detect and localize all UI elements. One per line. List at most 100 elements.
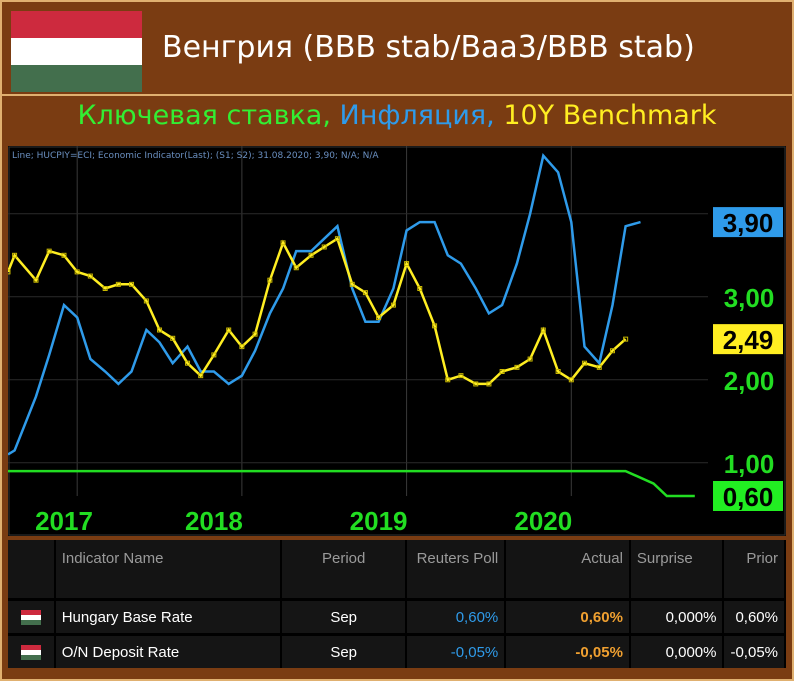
data-point bbox=[198, 373, 204, 379]
subtitle-10y: 10Y Benchmark bbox=[503, 100, 717, 131]
data-point bbox=[185, 360, 191, 366]
header-reuters-poll[interactable]: Reuters Poll bbox=[405, 540, 507, 600]
surprise: 0,000% bbox=[629, 633, 725, 668]
data-point bbox=[473, 381, 479, 387]
data-point bbox=[12, 252, 18, 258]
period: Sep bbox=[281, 633, 407, 668]
data-point bbox=[115, 281, 121, 287]
data-point bbox=[308, 252, 314, 258]
series-line-2 bbox=[6, 236, 627, 386]
data-point bbox=[143, 298, 149, 304]
y-tick-label: 3,00 bbox=[724, 283, 775, 313]
x-tick-label: 2017 bbox=[35, 506, 93, 536]
x-tick-label: 2018 bbox=[185, 506, 243, 536]
data-point bbox=[33, 277, 39, 283]
flag-stripe-white bbox=[11, 38, 142, 65]
flag-stripe-green bbox=[20, 655, 41, 661]
flag-stripe-red bbox=[20, 610, 41, 616]
prior: -0,05% bbox=[723, 633, 786, 668]
data-point bbox=[46, 248, 52, 254]
data-point bbox=[432, 323, 438, 329]
data-point bbox=[280, 240, 286, 246]
data-point bbox=[581, 360, 587, 366]
flag-stripe-red bbox=[11, 11, 142, 38]
table-row[interactable]: Hungary Base Rate Sep 0,60% 0,60% 0,000%… bbox=[8, 598, 786, 635]
flag-stripe-red bbox=[20, 645, 41, 651]
actual: -0,05% bbox=[505, 633, 631, 668]
header-actual[interactable]: Actual bbox=[505, 540, 631, 600]
header-prior[interactable]: Prior bbox=[723, 540, 786, 600]
table-header-row: Indicator Name Period Reuters Poll Actua… bbox=[8, 540, 786, 600]
subtitle-policy-rate: Ключевая ставка, bbox=[77, 100, 331, 131]
last-value-label: 0,60 bbox=[723, 482, 774, 512]
data-point bbox=[404, 261, 410, 267]
surprise: 0,000% bbox=[629, 598, 725, 635]
indicator-table-panel: Indicator Name Period Reuters Poll Actua… bbox=[8, 540, 786, 668]
header-indicator-name[interactable]: Indicator Name bbox=[54, 540, 283, 600]
header-surprise[interactable]: Surprise bbox=[629, 540, 725, 600]
data-point bbox=[239, 344, 245, 350]
x-tick-label: 2020 bbox=[514, 506, 572, 536]
flag-stripe-white bbox=[20, 650, 41, 656]
header: Венгрия (BBB stab/Baa3/BBB stab) bbox=[2, 2, 792, 94]
row-flag-cell bbox=[8, 598, 56, 635]
data-point bbox=[102, 286, 108, 291]
last-value-box bbox=[713, 481, 783, 511]
data-point bbox=[252, 331, 258, 337]
chart-info-line: Line; HUCPIY=ECI; Economic Indicator(Las… bbox=[12, 151, 379, 161]
chart-frame bbox=[8, 146, 786, 536]
data-point bbox=[129, 281, 135, 287]
last-value-box bbox=[713, 207, 783, 238]
table-row[interactable]: O/N Deposit Rate Sep -0,05% -0,05% 0,000… bbox=[8, 633, 786, 668]
line-chart: Line; HUCPIY=ECI; Economic Indicator(Las… bbox=[5, 146, 786, 536]
series-line-0 bbox=[8, 469, 695, 498]
flag-stripe-white bbox=[20, 615, 41, 621]
page-title: Венгрия (BBB stab/Baa3/BBB stab) bbox=[162, 30, 695, 65]
hungary-flag-icon bbox=[20, 645, 41, 661]
data-point bbox=[458, 373, 464, 379]
hungary-flag-icon bbox=[20, 610, 41, 626]
reuters-poll: 0,60% bbox=[405, 598, 507, 635]
data-point bbox=[349, 281, 355, 287]
data-point bbox=[74, 269, 80, 275]
actual: 0,60% bbox=[505, 598, 631, 635]
indicator-name: Hungary Base Rate bbox=[54, 598, 283, 635]
data-point bbox=[417, 286, 423, 291]
data-point bbox=[486, 381, 492, 387]
data-point bbox=[445, 377, 451, 383]
reuters-poll: -0,05% bbox=[405, 633, 507, 668]
data-point bbox=[514, 364, 520, 370]
last-value-label: 3,90 bbox=[723, 208, 774, 238]
indicator-name: O/N Deposit Rate bbox=[54, 633, 283, 668]
header-divider bbox=[2, 94, 792, 96]
data-point bbox=[527, 356, 533, 362]
data-point bbox=[540, 327, 546, 333]
last-value-box bbox=[713, 324, 783, 355]
data-point bbox=[623, 336, 629, 342]
data-point bbox=[267, 277, 273, 283]
row-flag-cell bbox=[8, 633, 56, 668]
flag-stripe-green bbox=[20, 620, 41, 626]
data-point bbox=[609, 348, 615, 354]
header-flag-col bbox=[8, 540, 56, 600]
subtitle-inflation: Инфляция, bbox=[339, 100, 495, 131]
last-value-label: 2,49 bbox=[723, 325, 774, 355]
data-point bbox=[226, 327, 232, 333]
data-point bbox=[555, 369, 561, 374]
data-point bbox=[211, 352, 217, 358]
chart-subtitle: Ключевая ставка, Инфляция, 10Y Benchmark bbox=[0, 100, 794, 131]
data-point bbox=[596, 364, 602, 370]
data-point bbox=[170, 335, 176, 341]
data-point bbox=[362, 290, 368, 296]
data-point bbox=[568, 377, 574, 383]
chart-panel: Line; HUCPIY=ECI; Economic Indicator(Las… bbox=[5, 146, 786, 536]
y-tick-label: 2,00 bbox=[724, 366, 775, 396]
data-point bbox=[157, 327, 163, 333]
data-point bbox=[321, 244, 327, 250]
data-point bbox=[334, 236, 340, 242]
series-line-1 bbox=[7, 153, 641, 456]
data-point bbox=[390, 302, 396, 308]
header-period[interactable]: Period bbox=[281, 540, 407, 600]
data-point bbox=[499, 369, 505, 374]
